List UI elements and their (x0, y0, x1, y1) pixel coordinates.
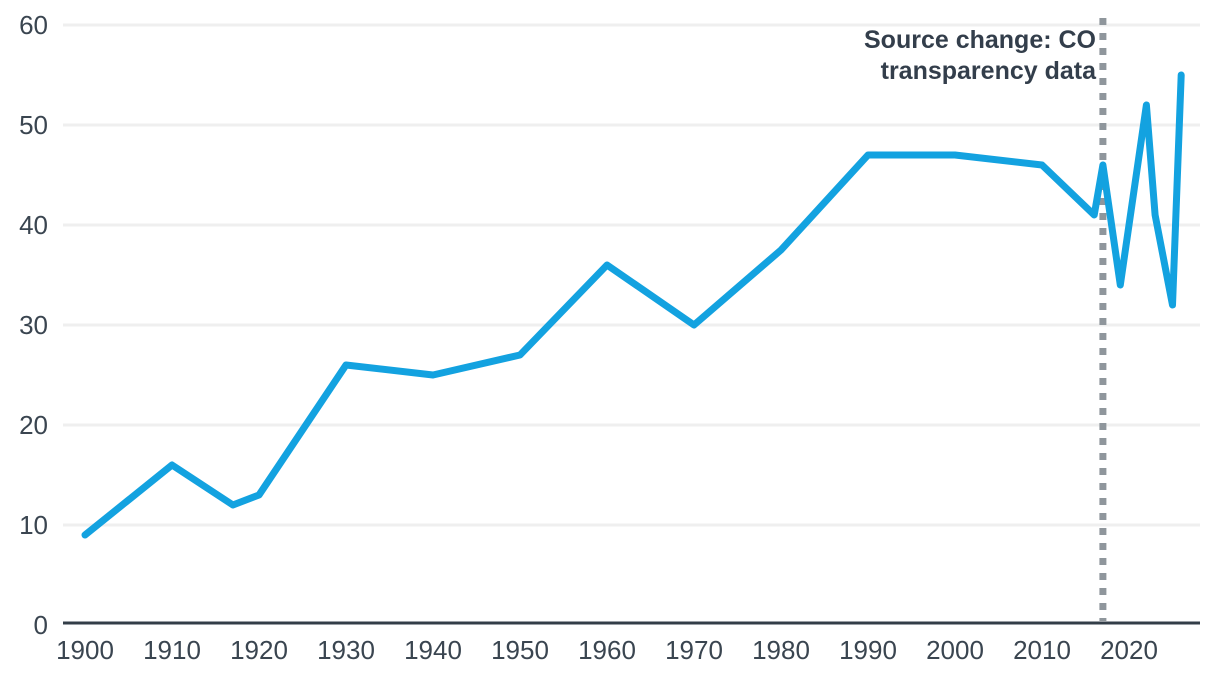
y-tick-label-10: 10 (19, 510, 48, 540)
y-tick-label-0: 0 (34, 610, 48, 640)
y-tick-label-30: 30 (19, 310, 48, 340)
x-tick-label-1920: 1920 (230, 635, 288, 665)
x-tick-label-1910: 1910 (143, 635, 201, 665)
x-tick-label-2020: 2020 (1100, 635, 1158, 665)
x-tick-label-2010: 2010 (1013, 635, 1071, 665)
x-tick-label-1980: 1980 (752, 635, 810, 665)
x-axis-tick-labels: 1900 1910 1920 1930 1940 1950 1960 1970 1980 1990… (56, 635, 1158, 665)
y-tick-label-40: 40 (19, 210, 48, 240)
x-tick-label-1930: 1930 (317, 635, 375, 665)
y-tick-label-20: 20 (19, 410, 48, 440)
x-tick-label-1960: 1960 (578, 635, 636, 665)
x-tick-label-1950: 1950 (491, 635, 549, 665)
y-axis-tick-labels: 0 10 20 30 40 50 60 (19, 10, 48, 640)
x-tick-label-1990: 1990 (839, 635, 897, 665)
source-change-annotation: Source change: CO transparency data (864, 25, 1096, 87)
x-tick-label-1900: 1900 (56, 635, 114, 665)
y-tick-label-60: 60 (19, 10, 48, 40)
x-tick-label-1940: 1940 (404, 635, 462, 665)
data-series-line (81, 71, 1185, 539)
gridlines (63, 23, 1200, 527)
annotation-line-1: Source change: CO (864, 26, 1096, 54)
annotation-line-2: transparency data (880, 57, 1096, 85)
y-tick-label-50: 50 (19, 110, 48, 140)
x-tick-label-1970: 1970 (665, 635, 723, 665)
x-tick-label-2000: 2000 (926, 635, 984, 665)
